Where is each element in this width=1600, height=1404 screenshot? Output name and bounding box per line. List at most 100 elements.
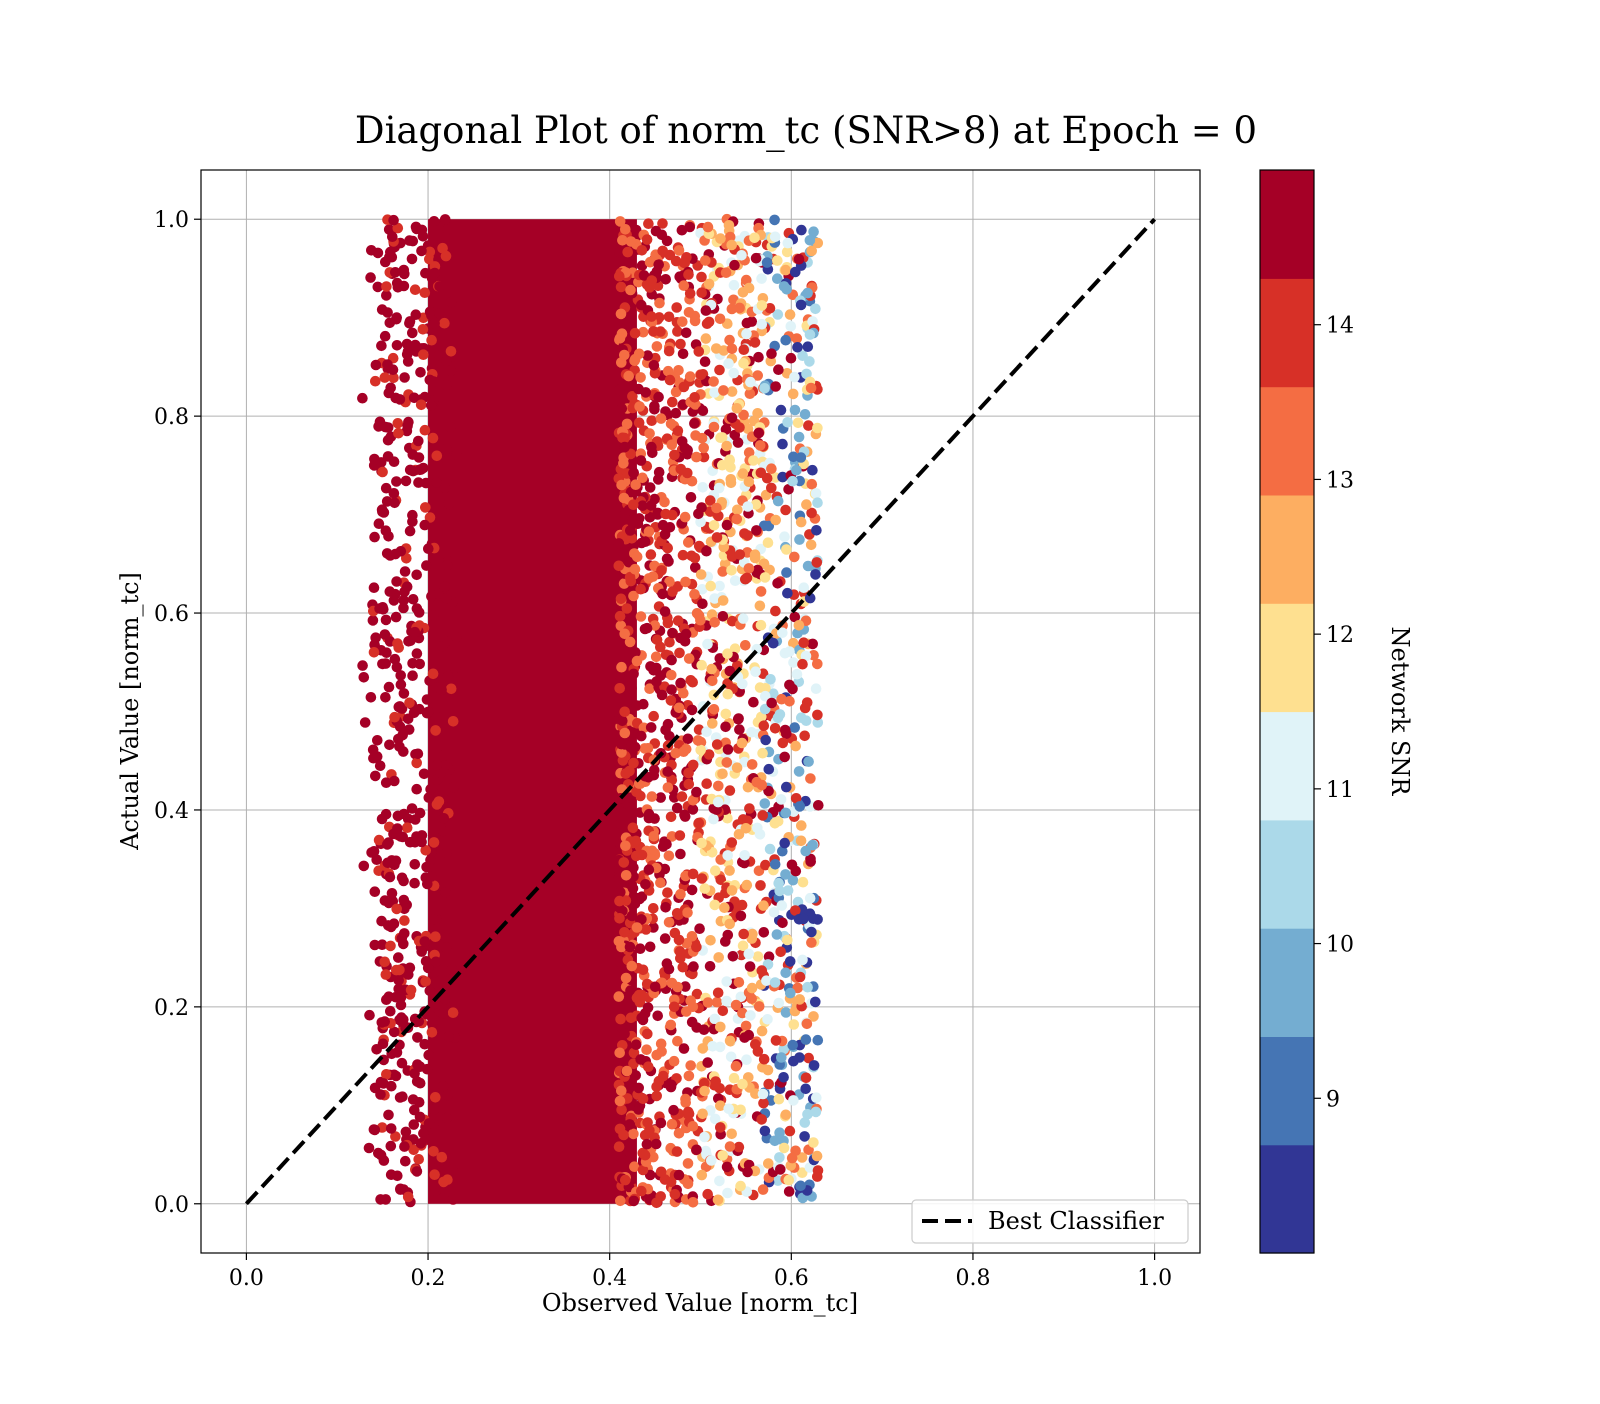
scatter-point: [699, 883, 711, 894]
scatter-point: [376, 340, 387, 352]
scatter-point: [390, 1131, 401, 1142]
scatter-point: [379, 1016, 391, 1027]
scatter-point: [729, 575, 741, 586]
scatter-point: [701, 545, 712, 557]
scatter-point: [666, 1118, 678, 1130]
scatter-point: [806, 478, 818, 490]
scatter-point: [687, 676, 698, 688]
scatter-point: [419, 519, 431, 531]
x-tick-label: 1.0: [1137, 1266, 1172, 1291]
reference-line: [244, 217, 1157, 1206]
scatter-point: [416, 836, 427, 848]
scatter-point: [659, 933, 671, 944]
scatter-point: [636, 260, 648, 272]
scatter-point: [398, 688, 410, 699]
scatter-point: [392, 1170, 403, 1182]
scatter-point: [628, 862, 639, 873]
scatter-point: [811, 1092, 822, 1103]
scatter-point: [657, 588, 668, 600]
scatter-point: [398, 280, 410, 292]
scatter-point: [777, 737, 789, 749]
scatter-point: [725, 474, 737, 485]
scatter-point: [633, 1104, 644, 1115]
scatter-point: [445, 346, 457, 357]
scatter-point: [402, 1191, 414, 1203]
scatter-point: [387, 231, 398, 242]
scatter-point: [643, 1061, 654, 1072]
scatter-point: [696, 584, 708, 595]
y-tick-label: 0.8: [154, 405, 189, 430]
scatter-point: [777, 627, 788, 638]
scatter-point: [404, 962, 416, 974]
scatter-point: [357, 392, 368, 404]
scatter-point: [377, 1038, 389, 1050]
scatter-point: [651, 341, 663, 352]
scatter-point: [721, 519, 733, 531]
scatter-point: [780, 264, 791, 276]
scatter-point: [679, 811, 691, 822]
scatter-point: [764, 303, 776, 314]
scatter-point: [395, 670, 407, 681]
scatter-point: [709, 899, 721, 911]
scatter-point: [408, 707, 420, 719]
scatter-point: [799, 1131, 810, 1142]
scatter-point: [743, 563, 755, 574]
scatter-point: [631, 700, 643, 711]
scatter-point: [696, 837, 707, 849]
scatter-point: [737, 468, 749, 479]
scatter-point: [662, 542, 673, 554]
scatter-point: [378, 604, 389, 615]
scatter-point: [674, 647, 685, 659]
scatter-point: [662, 887, 673, 898]
scatter-point: [780, 1007, 792, 1018]
scatter-point: [722, 688, 734, 700]
scatter-point: [429, 1169, 440, 1180]
scatter-point: [423, 1049, 435, 1061]
scatter-point: [675, 338, 686, 350]
scatter-point: [790, 793, 802, 804]
scatter-point: [397, 729, 409, 741]
scatter-point: [423, 543, 434, 554]
scatter-point: [763, 785, 774, 797]
scatter-point: [714, 1041, 726, 1053]
scatter-point: [617, 715, 628, 727]
scatter-point: [781, 246, 793, 258]
scatter-point: [702, 638, 713, 650]
scatter-point: [812, 717, 824, 728]
scatter-point: [631, 786, 642, 798]
scatter-point: [385, 246, 396, 258]
scatter-point: [407, 658, 418, 669]
scatter-point: [388, 595, 400, 606]
scatter-point: [682, 1106, 694, 1118]
scatter-point: [412, 1032, 423, 1043]
scatter-point: [772, 712, 784, 724]
scatter-point: [731, 762, 743, 773]
scatter-point: [728, 367, 739, 379]
scatter-point: [721, 757, 733, 768]
scatter-point: [779, 724, 791, 736]
scatter-point: [636, 299, 647, 311]
scatter-point: [429, 1182, 441, 1193]
scatter-point: [616, 661, 627, 673]
scatter-point: [810, 683, 822, 694]
scatter-point: [785, 352, 797, 364]
scatter-point: [687, 759, 699, 771]
scatter-point: [380, 969, 392, 980]
scatter-point: [659, 496, 670, 508]
scatter-point: [618, 458, 629, 469]
scatter-point: [396, 872, 408, 884]
scatter-point: [631, 922, 643, 933]
scatter-point: [416, 946, 428, 957]
scatter-point: [693, 346, 705, 357]
scatter-point: [664, 636, 675, 648]
scatter-point: [399, 1141, 410, 1152]
scatter-point: [441, 847, 452, 859]
colorbar-frame: [1259, 169, 1315, 1254]
scatter-point: [614, 610, 626, 622]
scatter-point: [798, 582, 810, 593]
scatter-point: [667, 586, 678, 597]
scatter-point: [619, 441, 630, 453]
scatter-point: [372, 735, 383, 746]
scatter-point: [374, 760, 386, 771]
